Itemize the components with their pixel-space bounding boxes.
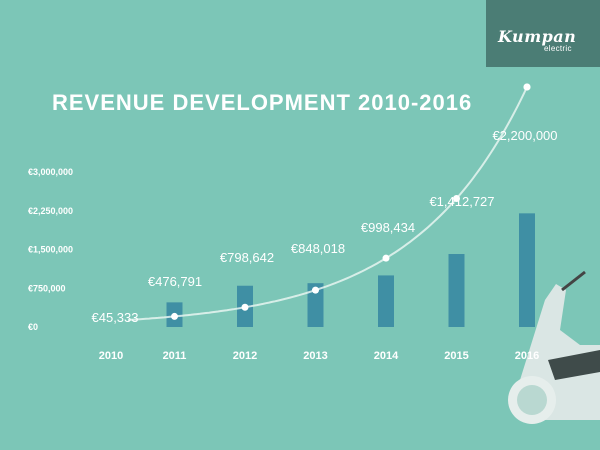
x-tick-label: 2014 xyxy=(374,350,399,362)
x-tick-label: 2013 xyxy=(303,350,327,362)
trend-point xyxy=(241,303,249,311)
x-axis: 2010 2011 2012 2013 2014 2015 2016 xyxy=(99,350,539,362)
bar xyxy=(519,213,535,327)
trend-curve xyxy=(127,83,531,321)
data-label: €998,434 xyxy=(361,220,415,235)
data-label: €1,412,727 xyxy=(429,194,494,209)
x-tick-label: 2015 xyxy=(444,350,468,362)
logo-box xyxy=(486,0,600,67)
trend-point xyxy=(382,254,390,262)
data-label: €2,200,000 xyxy=(492,128,557,143)
y-tick-label: €750,000 xyxy=(28,283,66,293)
scooter-wheel-hub xyxy=(517,385,547,415)
bars xyxy=(166,213,535,327)
x-tick-label: 2010 xyxy=(99,350,123,362)
chart-title: REVENUE DEVELOPMENT 2010-2016 xyxy=(52,90,473,115)
y-tick-label: €3,000,000 xyxy=(28,167,73,177)
bar xyxy=(378,275,394,327)
scooter-handlebar xyxy=(561,270,586,292)
y-tick-label: €2,250,000 xyxy=(28,206,73,216)
trend-line xyxy=(127,86,528,321)
data-label: €848,018 xyxy=(291,241,345,256)
trend-point xyxy=(171,312,178,320)
trend-point xyxy=(453,194,460,202)
y-tick-label: €1,500,000 xyxy=(28,245,73,255)
trend-point xyxy=(312,286,319,294)
bar xyxy=(448,254,465,327)
y-axis: €0 €750,000 €1,500,000 €2,250,000 €3,000,000 xyxy=(28,167,73,332)
x-tick-label: 2012 xyxy=(233,350,257,362)
data-label: €476,791 xyxy=(148,274,202,289)
scooter-illustration xyxy=(508,270,600,424)
logo-brand: Kumpan xyxy=(498,27,577,46)
data-label: €798,642 xyxy=(220,250,274,265)
bar xyxy=(307,283,324,327)
scooter-seat xyxy=(548,350,600,380)
y-tick-label: €0 xyxy=(28,322,38,332)
data-label: €45,333 xyxy=(92,310,139,325)
trend-point xyxy=(523,83,531,91)
x-tick-label: 2011 xyxy=(163,350,187,362)
data-labels: €45,333 €476,791 €798,642 €848,018 €998,434 €… xyxy=(92,128,558,325)
x-tick-label: 2016 xyxy=(515,350,539,362)
logo-sub: electric xyxy=(544,44,572,53)
